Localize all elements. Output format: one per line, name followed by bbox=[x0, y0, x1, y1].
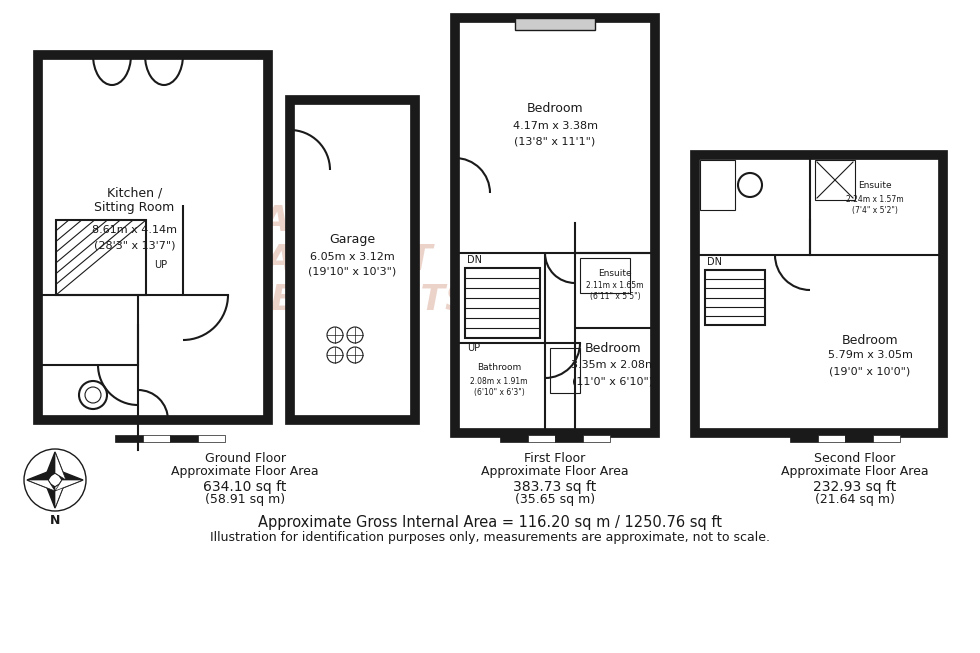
Bar bbox=[790, 435, 817, 442]
Text: (11'0" x 6'10"): (11'0" x 6'10") bbox=[572, 376, 654, 386]
Bar bbox=[582, 435, 610, 442]
Text: Illustration for identification purposes only, measurements are approximate, not: Illustration for identification purposes… bbox=[210, 532, 770, 545]
Text: Kitchen /
Sitting Room: Kitchen / Sitting Room bbox=[94, 186, 174, 214]
Bar bbox=[198, 435, 225, 442]
Bar bbox=[845, 435, 872, 442]
Bar bbox=[817, 435, 845, 442]
Text: UP: UP bbox=[467, 343, 480, 353]
Bar bbox=[455, 18, 655, 433]
Text: (19'10" x 10'3"): (19'10" x 10'3") bbox=[308, 267, 396, 277]
Text: UP: UP bbox=[154, 260, 168, 270]
Bar bbox=[142, 435, 170, 442]
Polygon shape bbox=[55, 480, 83, 491]
Text: DN: DN bbox=[467, 255, 482, 265]
Text: 383.73 sq ft: 383.73 sq ft bbox=[514, 480, 597, 494]
Bar bbox=[555, 435, 582, 442]
Text: Bedroom: Bedroom bbox=[526, 101, 583, 114]
Text: Second Floor: Second Floor bbox=[814, 451, 896, 464]
Text: (28'3" x 13'7"): (28'3" x 13'7") bbox=[94, 240, 175, 250]
Polygon shape bbox=[27, 469, 55, 491]
Text: 634.10 sq ft: 634.10 sq ft bbox=[203, 480, 287, 494]
Text: 2.24m x 1.57m: 2.24m x 1.57m bbox=[846, 195, 904, 204]
Text: Garage: Garage bbox=[329, 234, 375, 246]
Text: (6'10" x 6'3"): (6'10" x 6'3") bbox=[473, 387, 524, 396]
Bar bbox=[580, 258, 630, 293]
Text: (19'0" x 10'0"): (19'0" x 10'0") bbox=[829, 366, 910, 376]
Bar bbox=[527, 435, 555, 442]
Bar bbox=[56, 220, 146, 295]
Text: Approximate Floor Area: Approximate Floor Area bbox=[172, 464, 318, 477]
Text: 4.17m x 3.38m: 4.17m x 3.38m bbox=[513, 121, 598, 131]
Text: 232.93 sq ft: 232.93 sq ft bbox=[813, 480, 897, 494]
Bar bbox=[290, 100, 415, 420]
Bar bbox=[515, 18, 595, 30]
Bar bbox=[500, 435, 527, 442]
Polygon shape bbox=[55, 469, 83, 491]
Text: Bathroom: Bathroom bbox=[477, 364, 521, 372]
Text: (6'11" x 5'5"): (6'11" x 5'5") bbox=[590, 293, 640, 302]
Text: Bedroom: Bedroom bbox=[842, 334, 899, 347]
Text: (58.91 sq m): (58.91 sq m) bbox=[205, 494, 285, 507]
Text: First Floor: First Floor bbox=[524, 451, 586, 464]
Text: 2.08m x 1.91m: 2.08m x 1.91m bbox=[470, 377, 528, 385]
Bar bbox=[550, 348, 580, 393]
Text: Bedroom: Bedroom bbox=[585, 342, 641, 355]
Bar bbox=[695, 155, 943, 433]
Text: Ensuite: Ensuite bbox=[598, 268, 632, 278]
Text: 2.11m x 1.65m: 2.11m x 1.65m bbox=[586, 281, 644, 291]
Text: N: N bbox=[50, 513, 60, 526]
Text: 5.79m x 3.05m: 5.79m x 3.05m bbox=[827, 350, 912, 360]
Text: 8.61m x 4.14m: 8.61m x 4.14m bbox=[92, 225, 177, 235]
Text: Approximate Gross Internal Area = 116.20 sq m / 1250.76 sq ft: Approximate Gross Internal Area = 116.20… bbox=[258, 515, 722, 530]
Bar bbox=[700, 160, 735, 210]
Polygon shape bbox=[44, 480, 66, 508]
Bar bbox=[815, 160, 855, 200]
Bar bbox=[465, 268, 540, 338]
Text: Ground Floor: Ground Floor bbox=[205, 451, 285, 464]
Text: (35.65 sq m): (35.65 sq m) bbox=[514, 494, 595, 507]
Text: Ensuite: Ensuite bbox=[858, 180, 892, 189]
Text: Approximate Floor Area: Approximate Floor Area bbox=[481, 464, 629, 477]
Text: 3.35m x 2.08m: 3.35m x 2.08m bbox=[570, 360, 656, 370]
Text: (7'4" x 5'2"): (7'4" x 5'2") bbox=[852, 206, 898, 215]
Polygon shape bbox=[55, 480, 66, 508]
Text: MANN &
McTAGGART
ESTATE AGENTS: MANN & McTAGGART ESTATE AGENTS bbox=[149, 204, 471, 317]
Text: DN: DN bbox=[707, 257, 722, 267]
Bar bbox=[38, 55, 268, 420]
Bar bbox=[872, 435, 900, 442]
Polygon shape bbox=[27, 480, 55, 491]
Text: Approximate Floor Area: Approximate Floor Area bbox=[781, 464, 929, 477]
Text: (21.64 sq m): (21.64 sq m) bbox=[815, 494, 895, 507]
Bar bbox=[115, 435, 142, 442]
Bar bbox=[170, 435, 198, 442]
Text: 6.05m x 3.12m: 6.05m x 3.12m bbox=[310, 252, 394, 262]
Bar bbox=[705, 270, 765, 325]
Polygon shape bbox=[55, 452, 66, 480]
Polygon shape bbox=[44, 452, 66, 480]
Text: (13'8" x 11'1"): (13'8" x 11'1") bbox=[514, 137, 596, 147]
